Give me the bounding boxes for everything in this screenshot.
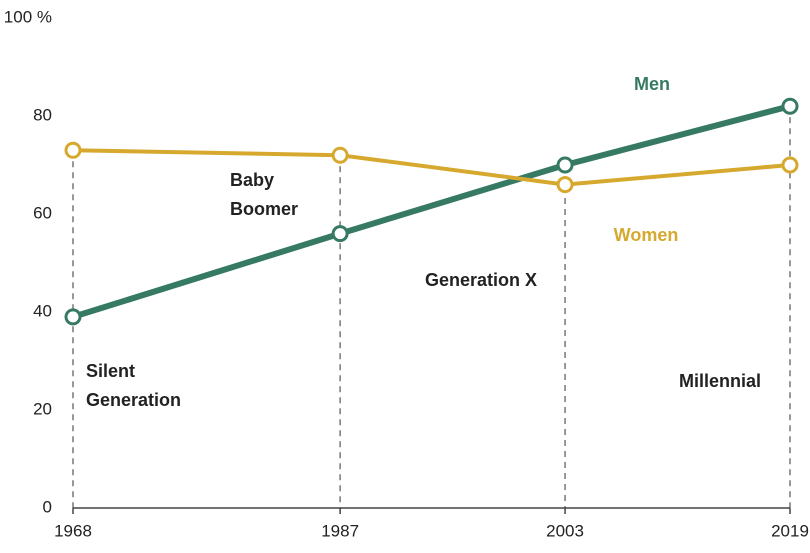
point [781,156,799,174]
annotation: Generation [86,390,181,410]
y-tick-label: 100 % [4,7,52,26]
series-line [72,103,791,320]
series-line [72,148,791,187]
annotation: Millennial [679,371,761,391]
x-tick-label: 1987 [321,521,359,540]
y-tick-label: 80 [33,105,52,124]
point [331,225,349,243]
y-tick-label: 40 [33,301,52,320]
y-tick-label: 0 [43,497,52,516]
x-tick-label: 2003 [546,521,584,540]
annotation: Generation X [425,270,537,290]
annotation: Baby [230,170,274,190]
point [556,156,574,174]
y-tick-label: 20 [33,399,52,418]
annotation: Silent [86,361,135,381]
point [64,308,82,326]
y-tick-label: 60 [33,203,52,222]
series-label: Men [634,74,670,94]
series-label: Women [614,225,679,245]
point [556,176,574,194]
x-tick-label: 1968 [54,521,92,540]
point [331,146,349,164]
point [781,97,799,115]
point [64,141,82,159]
x-tick-label: 2019 [771,521,809,540]
annotation: Boomer [230,199,298,219]
